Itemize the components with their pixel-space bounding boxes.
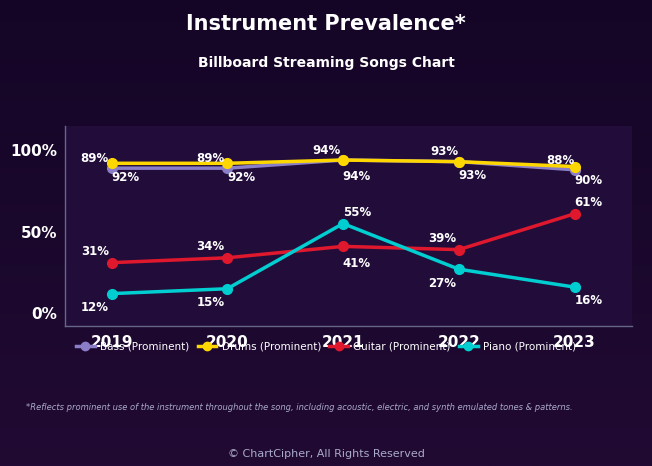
Text: 27%: 27% (428, 276, 456, 289)
Text: 61%: 61% (574, 196, 602, 209)
Text: 92%: 92% (227, 171, 255, 184)
Text: 90%: 90% (574, 174, 602, 187)
Text: 41%: 41% (343, 257, 371, 269)
Text: © ChartCipher, All Rights Reserved: © ChartCipher, All Rights Reserved (228, 449, 424, 459)
Text: 93%: 93% (431, 145, 459, 158)
Text: 12%: 12% (81, 301, 109, 314)
Text: 89%: 89% (196, 152, 225, 165)
Text: 34%: 34% (196, 240, 225, 253)
Text: 88%: 88% (546, 154, 575, 166)
Text: 31%: 31% (81, 245, 109, 258)
Text: 55%: 55% (343, 206, 371, 219)
Text: 94%: 94% (343, 170, 371, 183)
Text: 93%: 93% (458, 169, 487, 182)
Text: 89%: 89% (81, 152, 109, 165)
Legend: Bass (Prominent), Drums (Prominent), Guitar (Prominent), Piano (Prominent): Bass (Prominent), Drums (Prominent), Gui… (72, 337, 580, 356)
Text: 39%: 39% (428, 232, 456, 245)
Text: 94%: 94% (312, 144, 340, 157)
Text: 15%: 15% (196, 296, 225, 309)
Text: Billboard Streaming Songs Chart: Billboard Streaming Songs Chart (198, 56, 454, 70)
Text: Instrument Prevalence*: Instrument Prevalence* (186, 14, 466, 34)
Text: 92%: 92% (111, 171, 140, 184)
Text: 16%: 16% (574, 295, 602, 308)
Text: *Reflects prominent use of the instrument throughout the song, including acousti: *Reflects prominent use of the instrumen… (26, 403, 572, 412)
